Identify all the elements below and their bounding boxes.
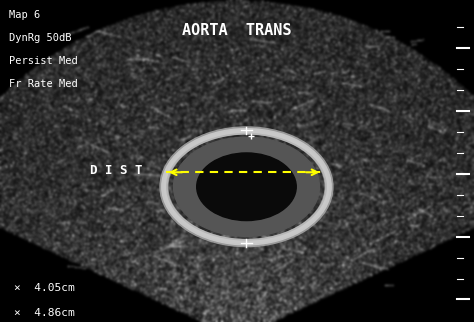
Text: Fr Rate Med: Fr Rate Med <box>9 79 78 89</box>
Text: D I S T: D I S T <box>90 164 143 177</box>
Text: Persist Med: Persist Med <box>9 56 78 66</box>
Circle shape <box>197 153 296 221</box>
Text: Map 6: Map 6 <box>9 10 41 20</box>
Text: ×  4.05cm: × 4.05cm <box>14 283 75 293</box>
Circle shape <box>201 156 292 218</box>
Text: AORTA  TRANS: AORTA TRANS <box>182 23 292 38</box>
Text: DynRg 50dB: DynRg 50dB <box>9 33 72 43</box>
Circle shape <box>173 137 319 236</box>
Text: ×  4.86cm: × 4.86cm <box>14 308 75 317</box>
